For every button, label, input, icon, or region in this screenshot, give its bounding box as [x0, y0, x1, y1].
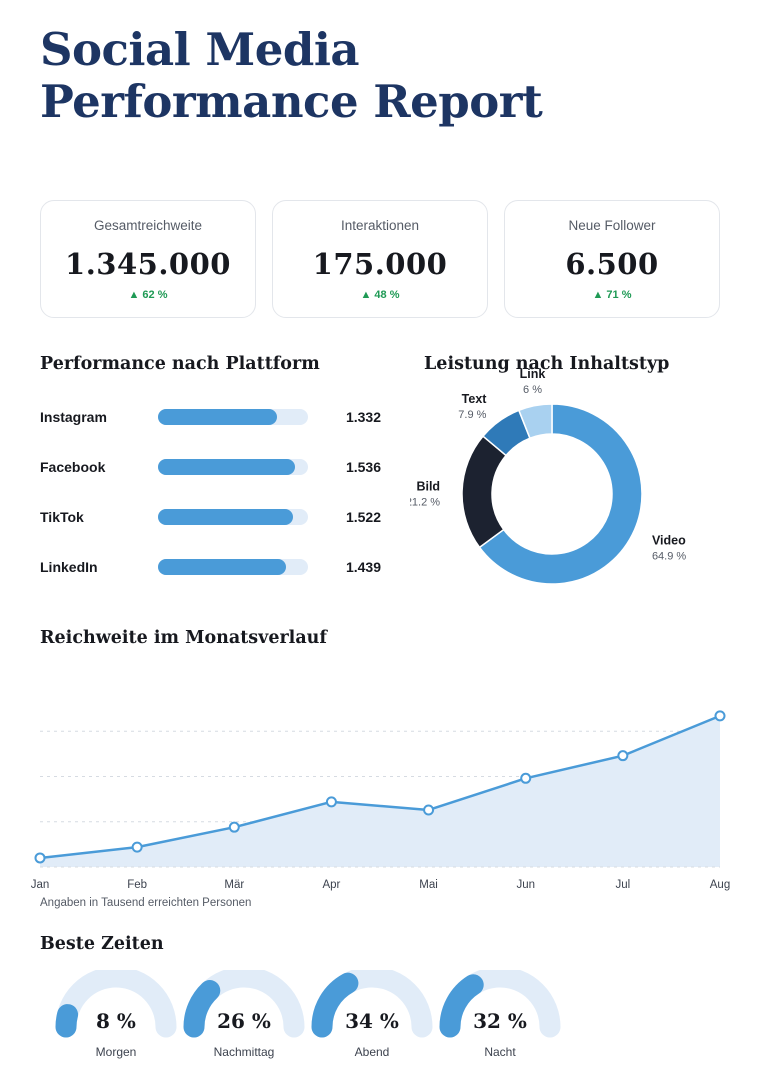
platform-name: Instagram — [40, 409, 107, 425]
donut-value-label: 7.9 % — [458, 409, 486, 421]
gauge-label: Abend — [354, 1045, 390, 1059]
x-tick-label: Jun — [516, 879, 535, 891]
kpi-card-reach: Gesamtreichweite 1.345.000 ▲ 62 % — [40, 200, 256, 318]
x-tick-label: Mär — [224, 879, 244, 891]
donut-slice-video — [478, 403, 643, 585]
donut-label: Video — [652, 534, 686, 548]
platform-row-instagram: Instagram 1.332 — [40, 407, 385, 427]
data-point-mai — [423, 804, 435, 816]
data-point-aug — [714, 710, 726, 722]
platform-bar-track — [158, 409, 308, 425]
donut-label: Bild — [416, 479, 440, 493]
platform-value: 1.332 — [345, 409, 381, 425]
gauge-value: 34 % — [345, 1009, 399, 1033]
data-point-jun — [520, 772, 532, 784]
gauge-fill — [55, 1004, 79, 1038]
best-times-title: Beste Zeiten — [40, 934, 164, 954]
report-title-line2: Performance Report — [40, 75, 543, 128]
gauge-arc — [439, 970, 561, 1038]
x-tick-label: Apr — [322, 879, 340, 891]
platform-bar-track — [158, 559, 308, 575]
report-title: Social Media Performance Report — [40, 24, 720, 128]
kpi-change: ▲ 71 % — [592, 289, 632, 301]
x-tick-label: Jan — [31, 879, 50, 891]
gauge-morning: 8 % Morgen — [52, 970, 180, 1060]
gauge-evening: 34 % Abend — [308, 970, 436, 1060]
platform-bar-fill — [158, 409, 277, 425]
gauge-label: Morgen — [95, 1045, 137, 1059]
data-point-apr — [325, 796, 337, 808]
platform-bar-track — [158, 509, 308, 525]
kpi-value: 1.345.000 — [65, 247, 231, 281]
data-point-jan — [34, 852, 46, 864]
kpi-value: 6.500 — [565, 247, 659, 281]
report-title-line1: Social Media — [40, 23, 360, 76]
gauge-value: 26 % — [217, 1009, 271, 1033]
platform-name: LinkedIn — [40, 559, 98, 575]
x-tick-label: Aug — [710, 879, 730, 891]
gauge-night: 32 % Nacht — [436, 970, 564, 1060]
chart-footnote: Angaben in Tausend erreichten Personen — [40, 897, 252, 909]
data-point-jul — [617, 750, 629, 762]
gauge-fill — [311, 972, 359, 1038]
kpi-value: 175.000 — [312, 247, 448, 281]
gauge-afternoon: 26 % Nachmittag — [180, 970, 308, 1060]
data-point-mär — [228, 821, 240, 833]
platform-row-linkedin: LinkedIn 1.439 — [40, 557, 385, 577]
donut-value-label: 64.9 % — [652, 551, 686, 563]
gauge-label: Nachmittag — [213, 1045, 275, 1059]
area-fill — [40, 715, 720, 867]
kpi-card-interactions: Interaktionen 175.000 ▲ 48 % — [272, 200, 488, 318]
reach-line — [39, 714, 721, 860]
monthly-reach-chart-title: Reichweite im Monatsverlauf — [40, 628, 327, 648]
gauge-arc — [55, 970, 177, 1038]
platform-bar-fill — [158, 459, 295, 475]
kpi-label: Gesamtreichweite — [93, 218, 203, 233]
platform-chart-title: Performance nach Plattform — [40, 354, 320, 374]
content-type-chart-title: Leistung nach Inhaltstyp — [424, 354, 670, 374]
data-point-feb — [131, 841, 143, 853]
donut-slice-bild — [461, 435, 508, 549]
platform-bar-fill — [158, 559, 286, 575]
gauge-fill — [439, 974, 484, 1038]
donut-slice-link — [517, 403, 553, 440]
platform-name: TikTok — [40, 509, 84, 525]
platform-value: 1.522 — [345, 509, 381, 525]
gauge-arc — [311, 970, 433, 1038]
content-type-donut-chart: Video 64.9 % Bild 21.2 % Text 7.9 % Link 6 % — [410, 367, 686, 585]
donut-label: Text — [462, 392, 488, 406]
gauge-arc — [183, 970, 305, 1038]
gauge-value: 8 % — [96, 1009, 136, 1033]
donut-value-label: 6 % — [523, 384, 542, 396]
kpi-change: ▲ 62 % — [128, 289, 168, 301]
gauge-fill — [183, 980, 221, 1038]
platform-row-tiktok: TikTok 1.522 — [40, 507, 385, 527]
monthly-reach-area-chart: Jan Feb Mär Apr Mai Jun Jul Aug — [31, 710, 730, 891]
platform-bar-fill — [158, 509, 293, 525]
platform-value: 1.536 — [345, 459, 381, 475]
platform-bar-track — [158, 459, 308, 475]
gauge-label: Nacht — [484, 1045, 516, 1059]
kpi-card-followers: Neue Follower 6.500 ▲ 71 % — [504, 200, 720, 318]
donut-label: Link — [520, 367, 546, 381]
platform-row-facebook: Facebook 1.536 — [40, 457, 385, 477]
kpi-label: Neue Follower — [568, 218, 656, 233]
kpi-change: ▲ 48 % — [360, 289, 400, 301]
platform-value: 1.439 — [345, 559, 381, 575]
x-tick-label: Mai — [419, 879, 438, 891]
x-tick-label: Feb — [127, 879, 147, 891]
platform-name: Facebook — [40, 459, 106, 475]
x-tick-label: Jul — [616, 879, 631, 891]
gauge-value: 32 % — [473, 1009, 527, 1033]
donut-value-label: 21.2 % — [410, 496, 440, 508]
kpi-label: Interaktionen — [340, 218, 420, 233]
